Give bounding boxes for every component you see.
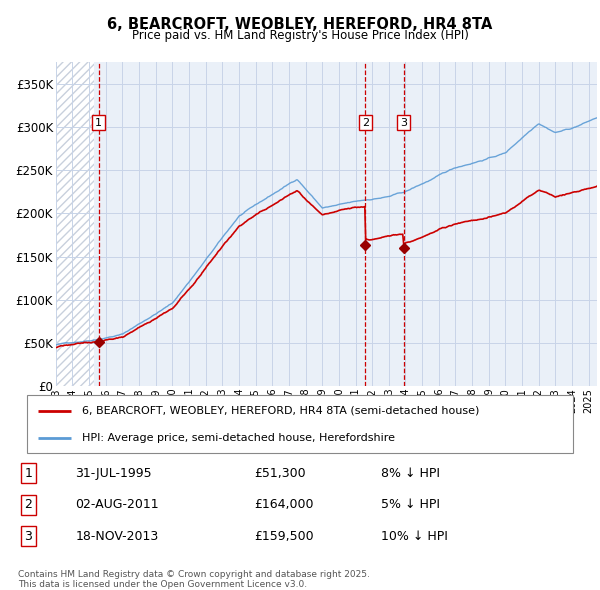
Text: 18-NOV-2013: 18-NOV-2013: [76, 530, 158, 543]
Text: 10% ↓ HPI: 10% ↓ HPI: [380, 530, 448, 543]
Text: 2: 2: [362, 117, 369, 127]
Text: 5% ↓ HPI: 5% ↓ HPI: [380, 499, 440, 512]
Text: 6, BEARCROFT, WEOBLEY, HEREFORD, HR4 8TA (semi-detached house): 6, BEARCROFT, WEOBLEY, HEREFORD, HR4 8TA…: [82, 406, 479, 416]
Text: 1: 1: [95, 117, 102, 127]
Text: HPI: Average price, semi-detached house, Herefordshire: HPI: Average price, semi-detached house,…: [82, 432, 395, 442]
Text: 3: 3: [24, 530, 32, 543]
Text: 2: 2: [24, 499, 32, 512]
Text: £51,300: £51,300: [254, 467, 305, 480]
Text: 8% ↓ HPI: 8% ↓ HPI: [380, 467, 440, 480]
Text: 02-AUG-2011: 02-AUG-2011: [76, 499, 159, 512]
Text: Price paid vs. HM Land Registry's House Price Index (HPI): Price paid vs. HM Land Registry's House …: [131, 30, 469, 42]
Text: 6, BEARCROFT, WEOBLEY, HEREFORD, HR4 8TA: 6, BEARCROFT, WEOBLEY, HEREFORD, HR4 8TA: [107, 17, 493, 31]
Text: £159,500: £159,500: [254, 530, 314, 543]
Text: Contains HM Land Registry data © Crown copyright and database right 2025.
This d: Contains HM Land Registry data © Crown c…: [18, 570, 370, 589]
Text: 3: 3: [400, 117, 407, 127]
Text: £164,000: £164,000: [254, 499, 313, 512]
Text: 1: 1: [24, 467, 32, 480]
Text: 31-JUL-1995: 31-JUL-1995: [76, 467, 152, 480]
